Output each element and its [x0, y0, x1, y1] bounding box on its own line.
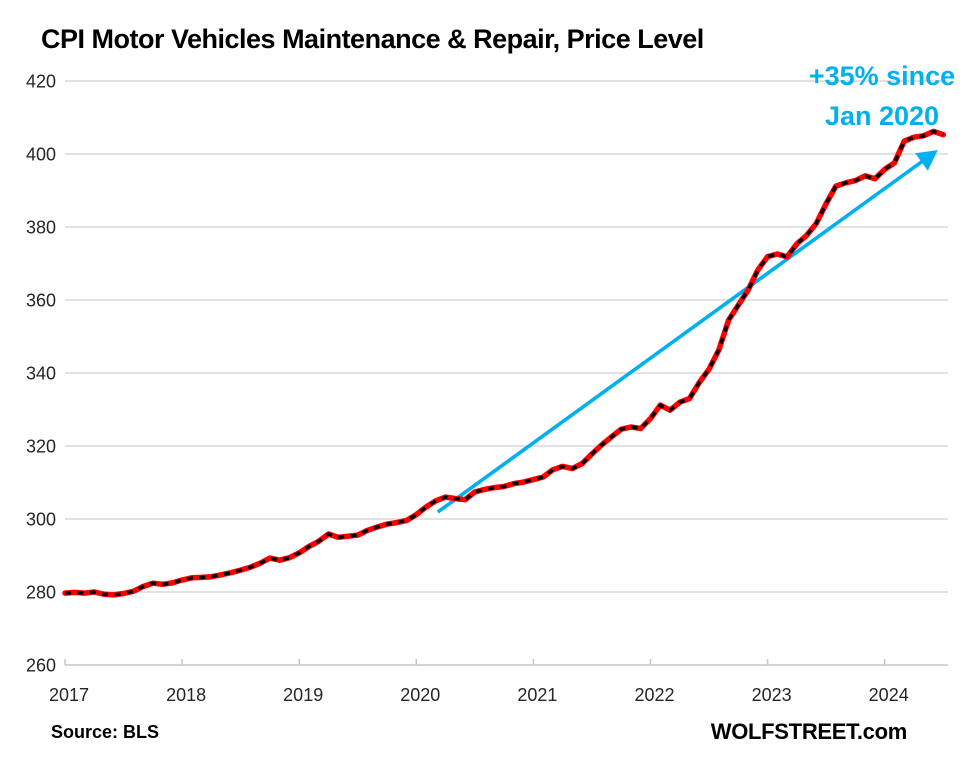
source-label: Source: BLS	[51, 722, 160, 742]
y-tick-label: 280	[26, 583, 56, 603]
watermark-label: WOLFSTREET.com	[710, 719, 908, 744]
price-line	[62, 128, 947, 598]
trend-annotation-line1: +35% since	[808, 61, 956, 91]
trend-annotation-line2: Jan 2020	[824, 101, 940, 131]
trend-annotation: +35% since Jan 2020	[795, 56, 967, 136]
x-tick-label: 2020	[400, 685, 440, 705]
x-tick-label: 2023	[752, 685, 792, 705]
trend-arrow	[436, 150, 938, 514]
chart-title: CPI Motor Vehicles Maintenance & Repair,…	[41, 24, 704, 54]
y-tick-label: 320	[26, 437, 56, 457]
y-tick-label: 300	[26, 510, 56, 530]
y-tick-label: 260	[26, 656, 56, 676]
x-tick-label: 2018	[166, 685, 206, 705]
x-tick-label: 2022	[634, 685, 674, 705]
x-tick-label: 2024	[869, 685, 909, 705]
price-line-dashes	[64, 129, 944, 597]
y-tick-label: 340	[26, 364, 56, 384]
x-tick-label: 2021	[517, 685, 557, 705]
y-tick-label: 400	[26, 145, 56, 165]
y-tick-label: 380	[26, 218, 56, 238]
x-tick-label: 2017	[49, 685, 89, 705]
y-tick-label: 360	[26, 291, 56, 311]
x-tick-label: 2019	[283, 685, 323, 705]
y-tick-label: 420	[26, 72, 56, 92]
